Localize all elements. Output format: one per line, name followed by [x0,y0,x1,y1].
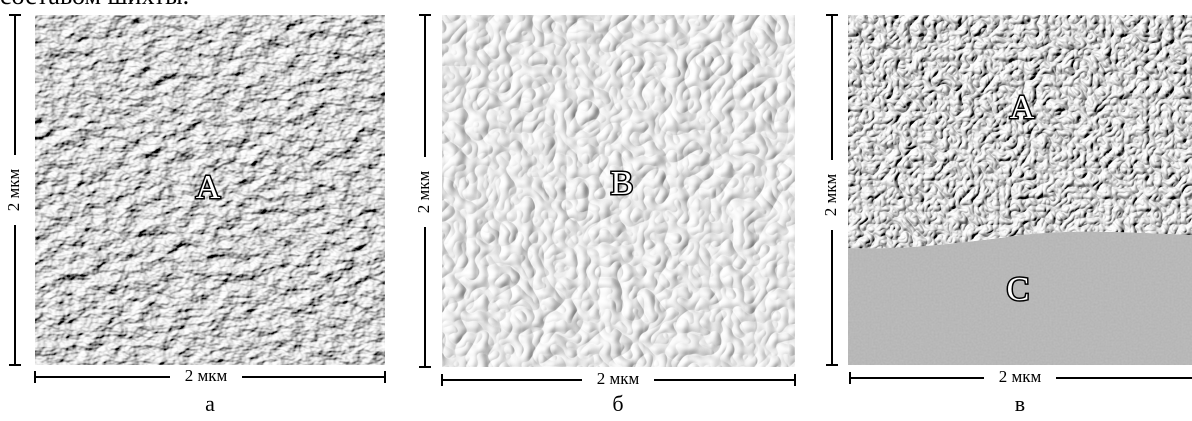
region-label: A [1010,89,1035,126]
region-label: A [196,169,221,206]
panel: 2 мкм 2 мкм B б [414,14,796,416]
micrograph [442,15,795,367]
micrograph [35,15,385,365]
region-label: B [611,165,634,202]
scale-label: 2 мкм [821,173,840,216]
scale-label: 2 мкм [999,367,1042,386]
region-label: C [1007,271,1030,308]
scale-label: 2 мкм [414,170,433,213]
panel: 2 мкм 2 мкм A а [4,14,386,416]
caption: а [205,391,215,416]
scale-label: 2 мкм [597,369,640,388]
header-text: составом шихты. [0,0,189,10]
panel: 2 мкм 2 мкм A C в [821,14,1192,416]
caption: в [1015,391,1025,416]
scale-label: 2 мкм [185,366,228,385]
caption: б [612,391,623,416]
scale-label: 2 мкм [4,168,23,211]
